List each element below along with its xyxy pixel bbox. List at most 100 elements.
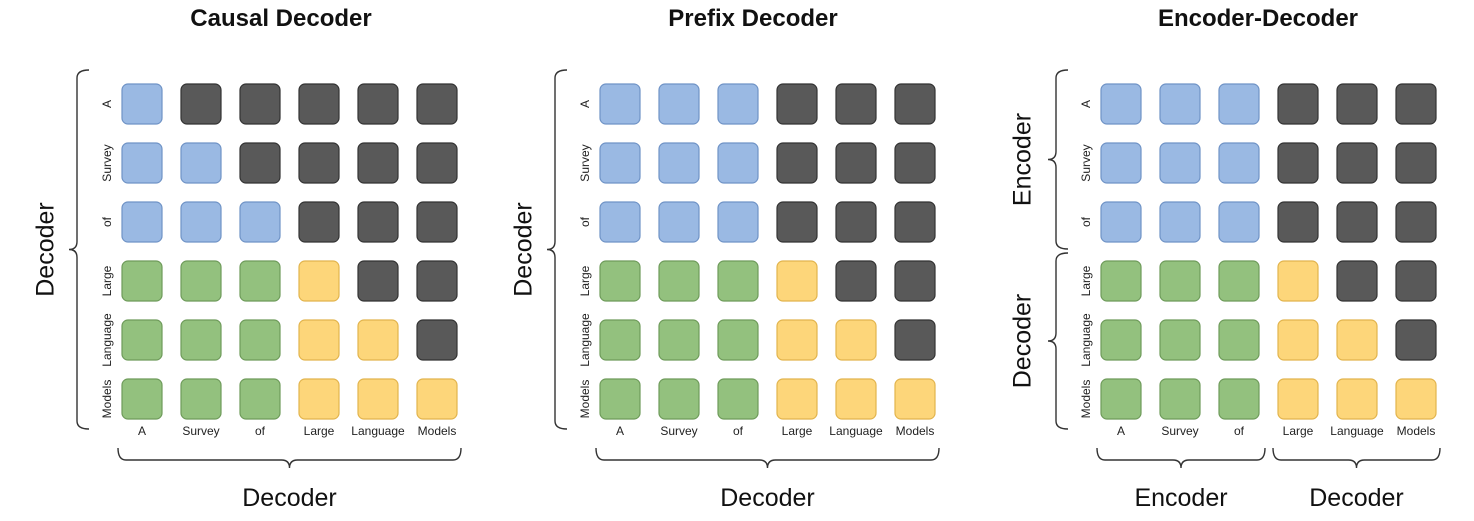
row-group-brace-encoder xyxy=(1047,69,1069,250)
cell-dark-r1-c3 xyxy=(1277,142,1319,184)
cell-green-r3-c2 xyxy=(239,260,281,302)
cell-green-r3-c1 xyxy=(658,260,700,302)
column-label: A xyxy=(616,424,624,438)
row-label: A xyxy=(578,100,592,108)
cell-green-r3-c2 xyxy=(717,260,759,302)
row-group-brace xyxy=(546,69,568,430)
cell-green-r4-c1 xyxy=(1159,319,1201,361)
cell-dark-r3-c5 xyxy=(1395,260,1437,302)
row-label: Survey xyxy=(100,144,114,181)
cell-green-r5-c0 xyxy=(1100,378,1142,420)
cell-dark-r3-c4 xyxy=(835,260,877,302)
cell-green-r4-c0 xyxy=(1100,319,1142,361)
row-label: of xyxy=(1079,216,1093,227)
cell-green-r4-c2 xyxy=(239,319,281,361)
cell-dark-r2-c5 xyxy=(416,201,458,243)
row-group-label: Decoder xyxy=(510,202,538,297)
cell-blue-r2-c1 xyxy=(658,201,700,243)
column-label: Language xyxy=(1330,424,1384,438)
panel-0: Causal Decoder A Survey of Large Language Mode… xyxy=(32,5,462,512)
cell-blue-r1-c1 xyxy=(1159,142,1201,184)
panel-1: Prefix Decoder A Survey of Large Language Mode… xyxy=(510,5,940,512)
row-group-label: Decoder xyxy=(1009,294,1037,389)
column-label: Large xyxy=(1283,424,1314,438)
cell-green-r4-c2 xyxy=(717,319,759,361)
column-group-label: Decoder xyxy=(720,484,815,512)
column-label: A xyxy=(1117,424,1125,438)
cell-dark-r2-c4 xyxy=(1336,201,1378,243)
cell-yellow-r4-c4 xyxy=(1336,319,1378,361)
row-label: Language xyxy=(1079,313,1093,367)
cell-blue-r1-c0 xyxy=(599,142,641,184)
cell-blue-r1-c2 xyxy=(1218,142,1260,184)
cell-dark-r0-c4 xyxy=(357,83,399,125)
column-label: of xyxy=(255,424,266,438)
cell-green-r3-c2 xyxy=(1218,260,1260,302)
cell-dark-r3-c5 xyxy=(894,260,936,302)
cell-yellow-r5-c5 xyxy=(1395,378,1437,420)
cell-dark-r0-c2 xyxy=(239,83,281,125)
cell-yellow-r5-c4 xyxy=(357,378,399,420)
cell-blue-r0-c2 xyxy=(1218,83,1260,125)
column-group-brace xyxy=(595,447,940,469)
panel-title: Causal Decoder xyxy=(190,5,371,32)
cell-dark-r2-c5 xyxy=(1395,201,1437,243)
cell-dark-r2-c4 xyxy=(357,201,399,243)
column-label: of xyxy=(733,424,744,438)
column-group-brace-0 xyxy=(1096,447,1266,469)
cell-dark-r0-c4 xyxy=(1336,83,1378,125)
panel-title: Prefix Decoder xyxy=(668,5,837,32)
column-label: Models xyxy=(418,424,457,438)
cell-green-r3-c1 xyxy=(180,260,222,302)
cell-green-r3-c1 xyxy=(1159,260,1201,302)
cell-blue-r1-c1 xyxy=(658,142,700,184)
row-label: Large xyxy=(100,265,114,296)
column-group-brace-1 xyxy=(1272,447,1441,469)
cell-blue-r2-c2 xyxy=(239,201,281,243)
cell-green-r4-c1 xyxy=(180,319,222,361)
row-label: of xyxy=(100,216,114,227)
row-label: Models xyxy=(578,380,592,419)
column-group-label: Decoder xyxy=(1309,484,1404,512)
cell-dark-r2-c5 xyxy=(894,201,936,243)
cell-dark-r1-c3 xyxy=(298,142,340,184)
column-label: Models xyxy=(896,424,935,438)
cell-green-r4-c1 xyxy=(658,319,700,361)
cell-blue-r0-c0 xyxy=(121,83,163,125)
column-label: Large xyxy=(782,424,813,438)
cell-dark-r2-c3 xyxy=(1277,201,1319,243)
cell-yellow-r5-c5 xyxy=(416,378,458,420)
cell-green-r4-c0 xyxy=(121,319,163,361)
row-label: Models xyxy=(100,380,114,419)
cell-yellow-r5-c3 xyxy=(776,378,818,420)
row-label: Language xyxy=(100,313,114,367)
cell-dark-r2-c3 xyxy=(776,201,818,243)
column-label: Language xyxy=(829,424,883,438)
cell-dark-r0-c3 xyxy=(298,83,340,125)
cell-yellow-r5-c5 xyxy=(894,378,936,420)
row-label: Large xyxy=(578,265,592,296)
column-label: Models xyxy=(1397,424,1436,438)
row-label: of xyxy=(578,216,592,227)
cell-blue-r0-c1 xyxy=(658,83,700,125)
cell-yellow-r5-c3 xyxy=(298,378,340,420)
cell-green-r5-c1 xyxy=(658,378,700,420)
cell-blue-r2-c0 xyxy=(121,201,163,243)
cell-blue-r2-c1 xyxy=(1159,201,1201,243)
cell-dark-r0-c5 xyxy=(894,83,936,125)
column-label: of xyxy=(1234,424,1245,438)
cell-blue-r0-c0 xyxy=(1100,83,1142,125)
cell-green-r5-c1 xyxy=(1159,378,1201,420)
cell-green-r5-c0 xyxy=(599,378,641,420)
row-label: Models xyxy=(1079,380,1093,419)
cell-yellow-r3-c3 xyxy=(776,260,818,302)
column-label: Large xyxy=(304,424,335,438)
row-label: A xyxy=(100,100,114,108)
row-label: Survey xyxy=(578,144,592,181)
row-group-brace xyxy=(68,69,90,430)
cell-green-r3-c0 xyxy=(1100,260,1142,302)
cell-yellow-r5-c4 xyxy=(1336,378,1378,420)
column-group-brace xyxy=(117,447,462,469)
row-group-label: Decoder xyxy=(32,202,60,297)
